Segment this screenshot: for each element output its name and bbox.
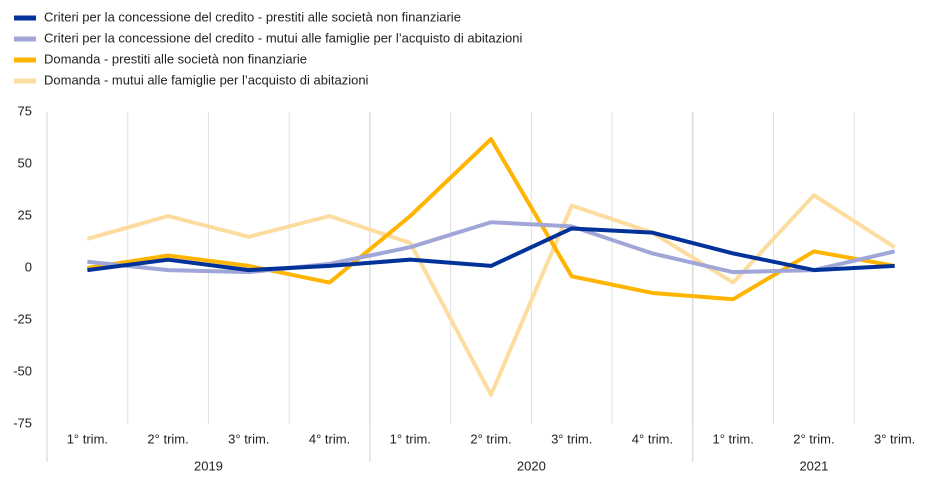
x-tick-label: 4° trim. (632, 431, 673, 446)
y-tick-label: 0 (25, 259, 32, 274)
legend-label: Domanda - prestiti alle società non fina… (44, 51, 307, 66)
series-line (87, 137, 895, 302)
legend-label: Domanda - mutui alle famiglie per l’acqu… (44, 72, 369, 87)
group-label: 2020 (517, 458, 546, 473)
y-tick-label: 75 (18, 103, 32, 118)
x-tick-label: 3° trim. (874, 431, 915, 446)
series-line (86, 193, 896, 397)
series-line (87, 226, 895, 273)
x-tick-label: 2° trim. (470, 431, 511, 446)
legend-label: Criteri per la concessione del credito -… (44, 30, 522, 45)
x-tick-label: 3° trim. (551, 431, 592, 446)
y-tick-label: -25 (13, 311, 32, 326)
series-line (87, 220, 896, 275)
y-tick-label: 50 (18, 155, 32, 170)
y-tick-label: -50 (13, 363, 32, 378)
x-tick-label: 4° trim. (309, 431, 350, 446)
x-tick-label: 1° trim. (67, 431, 108, 446)
x-tick-label: 2° trim. (793, 431, 834, 446)
x-tick-label: 3° trim. (228, 431, 269, 446)
legend-label: Criteri per la concessione del credito -… (44, 9, 461, 24)
x-tick-label: 1° trim. (390, 431, 431, 446)
x-tick-label: 1° trim. (713, 431, 754, 446)
group-label: 2021 (799, 458, 828, 473)
group-label: 2019 (194, 458, 223, 473)
y-tick-label: -75 (13, 415, 32, 430)
x-tick-label: 2° trim. (147, 431, 188, 446)
y-tick-label: 25 (18, 207, 32, 222)
